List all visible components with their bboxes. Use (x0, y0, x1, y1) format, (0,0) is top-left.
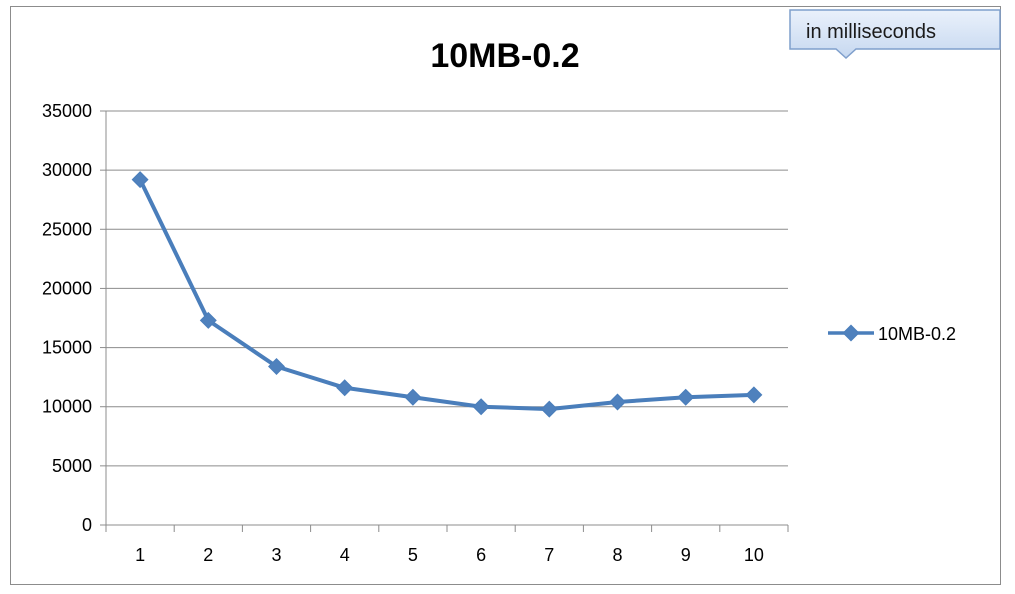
gridlines (106, 110, 788, 467)
x-tick-label: 5 (408, 545, 418, 565)
data-point (540, 400, 558, 418)
legend-label: 10MB-0.2 (878, 324, 956, 344)
units-callout: in milliseconds (789, 9, 1001, 60)
x-tick-label: 8 (612, 545, 622, 565)
data-point (677, 388, 695, 406)
series-line (138, 177, 756, 412)
y-tick-label: 20000 (42, 278, 92, 298)
x-axis-tick-labels: 1 2 3 4 5 6 7 8 9 10 (135, 545, 764, 565)
data-point (131, 171, 149, 189)
legend: 10MB-0.2 (828, 324, 956, 344)
chart-area (10, 6, 1001, 585)
x-tick-label: 7 (544, 545, 554, 565)
data-point (268, 358, 285, 375)
chart-title: 10MB-0.2 (430, 37, 579, 75)
y-tick-label: 30000 (42, 160, 92, 180)
y-tick-label: 15000 (42, 338, 92, 358)
y-tick-label: 35000 (42, 101, 92, 121)
x-tick-label: 3 (271, 545, 281, 565)
data-point (745, 386, 763, 404)
callout-text: in milliseconds (806, 21, 936, 43)
x-tick-label: 6 (476, 545, 486, 565)
legend-marker-swatch (842, 324, 860, 342)
y-tick-label: 25000 (42, 219, 92, 239)
data-point (609, 393, 626, 411)
x-tick-label: 10 (744, 545, 764, 565)
x-tick-label: 4 (340, 545, 350, 565)
y-tick-label: 5000 (52, 456, 92, 476)
x-tick-label: 1 (135, 545, 145, 565)
data-point (404, 388, 422, 406)
y-axis-tick-labels: 0 5000 10000 15000 20000 25000 30000 35000 (42, 101, 92, 535)
y-tick-label: 0 (82, 515, 92, 535)
data-point (199, 311, 217, 329)
x-tick-label: 9 (681, 545, 691, 565)
data-point (472, 398, 490, 416)
series-10mb-0-2 (131, 171, 763, 418)
axes (100, 110, 789, 532)
x-tick-label: 2 (203, 545, 213, 565)
data-point (336, 379, 354, 397)
y-tick-label: 10000 (42, 397, 92, 417)
callout-box (789, 9, 1001, 60)
